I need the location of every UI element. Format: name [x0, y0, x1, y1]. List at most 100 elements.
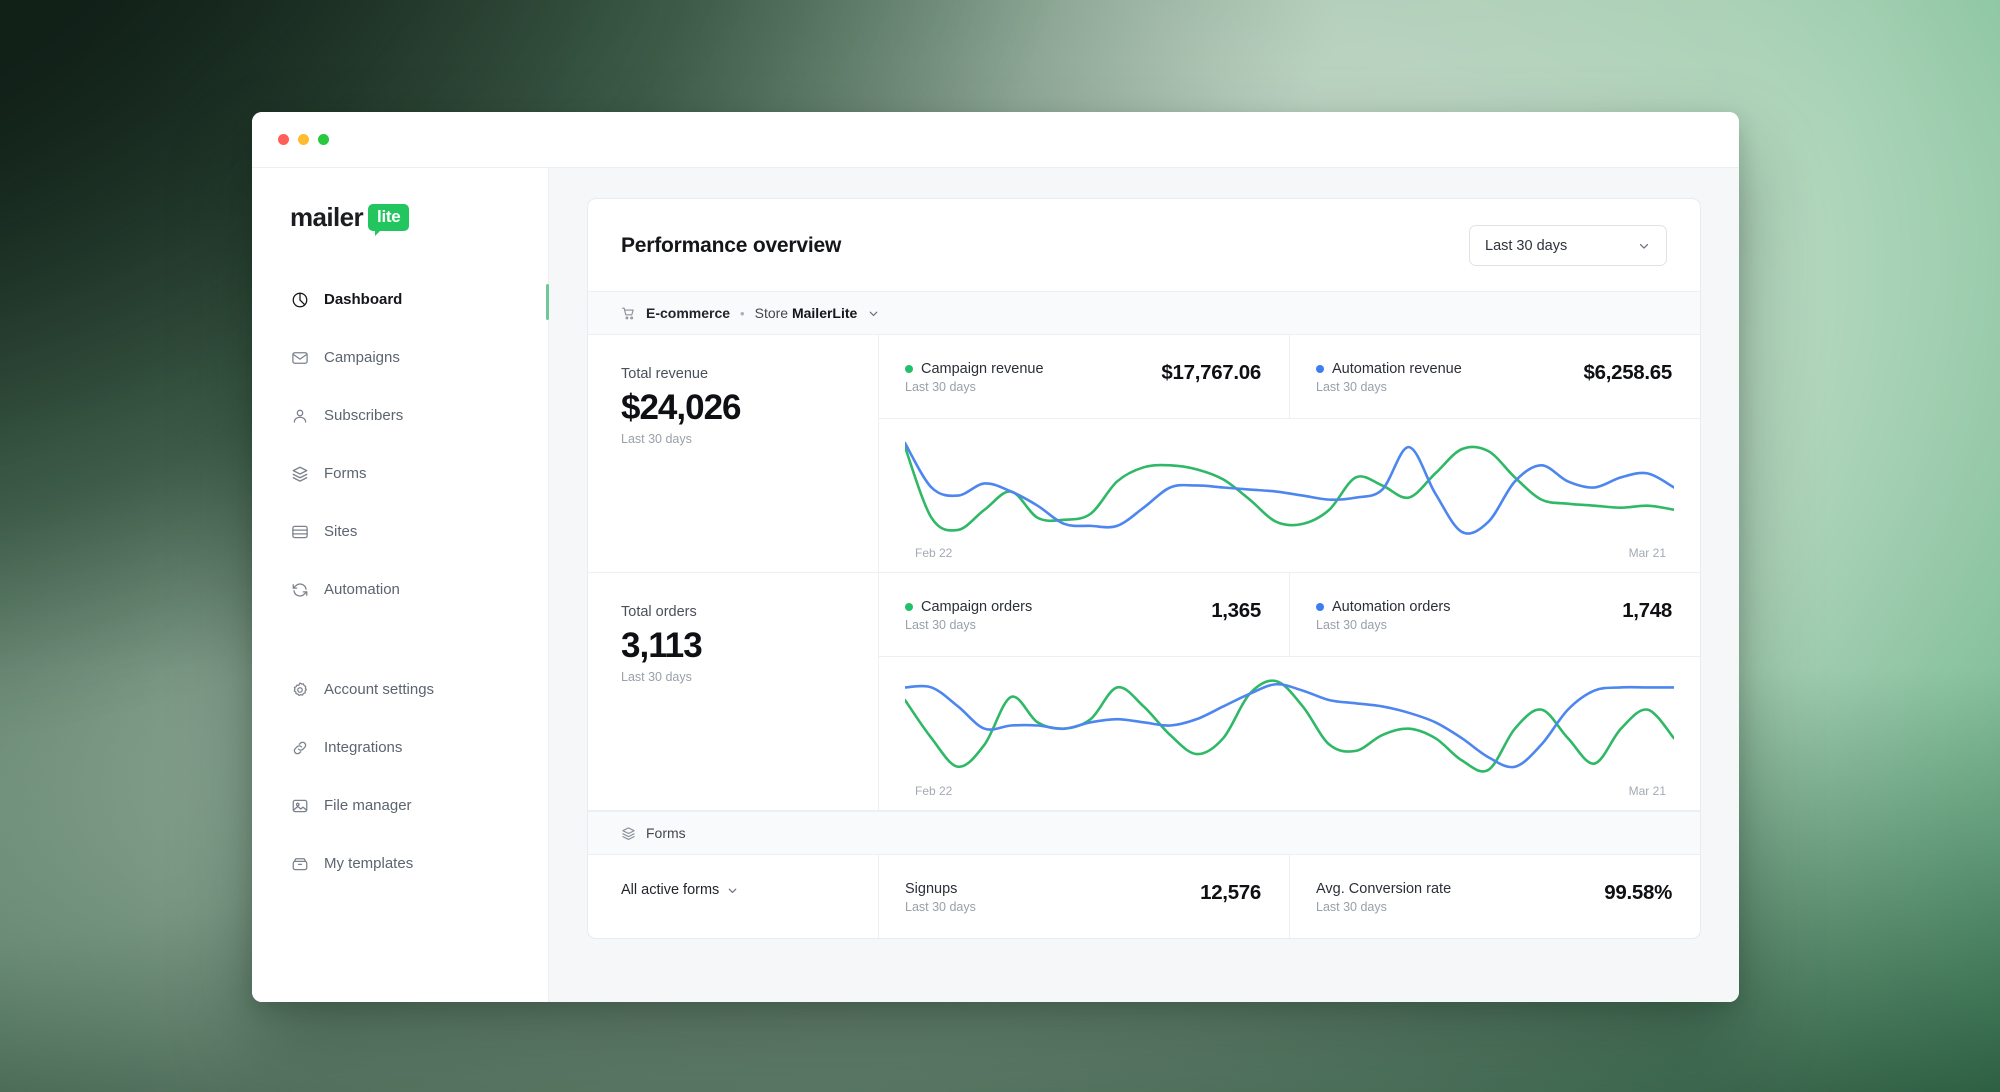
revenue-row: Total revenue $24,026 Last 30 days Campa…	[588, 335, 1700, 573]
cart-icon	[621, 306, 636, 321]
revenue-chart-axis: Feb 22 Mar 21	[905, 540, 1674, 560]
image-icon	[290, 796, 309, 815]
sidebar-item-label: Subscribers	[324, 407, 404, 424]
automation-revenue-sub: Last 30 days	[1316, 380, 1387, 394]
revenue-chart: Feb 22 Mar 21	[879, 419, 1700, 572]
sidebar-item-label: Account settings	[324, 681, 435, 698]
chart-series-line	[905, 684, 1674, 767]
conversion-rate-kpi: Avg. Conversion rate Last 30 days 99.58%	[1289, 855, 1700, 938]
total-orders-block: Total orders 3,113 Last 30 days	[588, 573, 879, 810]
sidebar-item-forms[interactable]: Forms	[252, 457, 548, 490]
app-window: mailer lite Dashboard Campaigns	[252, 112, 1739, 1002]
store-selector[interactable]: Store MailerLite	[755, 305, 858, 321]
total-revenue-sub: Last 30 days	[621, 432, 692, 447]
sidebar-item-file-manager[interactable]: File manager	[252, 789, 548, 822]
browser-icon	[290, 522, 309, 541]
chart-series-line	[905, 681, 1674, 772]
automation-revenue-value: $6,258.65	[1583, 361, 1673, 384]
orders-chart-svg	[905, 673, 1674, 778]
ecommerce-label: E-commerce	[646, 305, 731, 321]
sidebar-item-label: Forms	[324, 465, 367, 482]
forms-kpis: Signups Last 30 days 12,576 Avg. Convers…	[879, 855, 1700, 938]
automation-revenue-swatch	[1316, 365, 1324, 373]
campaign-orders-sub: Last 30 days	[905, 618, 976, 632]
app-logo[interactable]: mailer lite	[252, 202, 548, 236]
sidebar: mailer lite Dashboard Campaigns	[252, 167, 549, 1002]
card-header: Performance overview Last 30 days	[588, 199, 1700, 291]
automation-orders-sub: Last 30 days	[1316, 618, 1387, 632]
automation-orders-label: Automation orders	[1332, 599, 1451, 615]
sidebar-item-label: My templates	[324, 855, 414, 872]
sidebar-item-my-templates[interactable]: My templates	[252, 847, 548, 880]
page-title: Performance overview	[621, 233, 842, 257]
campaign-revenue-kpi: Campaign revenue Last 30 days $17,767.06	[879, 335, 1289, 418]
sidebar-item-label: File manager	[324, 797, 412, 814]
close-button[interactable]	[278, 134, 289, 145]
sidebar-item-label: Automation	[324, 581, 400, 598]
logo-badge: lite	[368, 204, 410, 236]
automation-revenue-label: Automation revenue	[1332, 361, 1462, 377]
signups-sub: Last 30 days	[905, 900, 976, 914]
chevron-down-icon[interactable]	[867, 307, 880, 320]
total-revenue-block: Total revenue $24,026 Last 30 days	[588, 335, 879, 572]
orders-row: Total orders 3,113 Last 30 days Campaign…	[588, 573, 1700, 811]
sidebar-item-automation[interactable]: Automation	[252, 573, 548, 606]
window-body: mailer lite Dashboard Campaigns	[252, 167, 1739, 1002]
chart-series-line	[905, 443, 1674, 533]
campaign-orders-label: Campaign orders	[921, 599, 1033, 615]
envelope-icon	[290, 348, 309, 367]
layers-icon	[290, 464, 309, 483]
store-prefix: Store	[754, 305, 789, 321]
campaign-orders-value: 1,365	[1211, 599, 1261, 622]
automation-orders-kpi: Automation orders Last 30 days 1,748	[1289, 573, 1700, 656]
refresh-icon	[290, 580, 309, 599]
sidebar-item-sites[interactable]: Sites	[252, 515, 548, 548]
signups-kpi: Signups Last 30 days 12,576	[879, 855, 1289, 938]
sidebar-active-indicator	[546, 284, 549, 320]
axis-tick-end: Mar 21	[1628, 546, 1666, 560]
sidebar-secondary-nav: Account settings Integrations File manag…	[252, 673, 548, 905]
forms-section-label: Forms	[646, 825, 686, 841]
sidebar-item-dashboard[interactable]: Dashboard	[252, 283, 548, 316]
ecommerce-section-bar: E-commerce • Store MailerLite	[588, 291, 1700, 335]
chevron-down-icon	[726, 884, 739, 897]
date-range-select[interactable]: Last 30 days	[1469, 225, 1667, 266]
campaign-revenue-sub: Last 30 days	[905, 380, 976, 394]
campaign-revenue-swatch	[905, 365, 913, 373]
minimize-button[interactable]	[298, 134, 309, 145]
campaign-revenue-label: Campaign revenue	[921, 361, 1044, 377]
zoom-button[interactable]	[318, 134, 329, 145]
gear-icon	[290, 680, 309, 699]
date-range-value: Last 30 days	[1485, 237, 1568, 254]
axis-tick-start: Feb 22	[915, 784, 953, 798]
separator-dot: •	[740, 305, 745, 321]
revenue-chart-svg	[905, 435, 1674, 540]
total-orders-sub: Last 30 days	[621, 670, 692, 685]
sidebar-item-subscribers[interactable]: Subscribers	[252, 399, 548, 432]
active-forms-dropdown[interactable]: All active forms	[621, 882, 845, 898]
archive-icon	[290, 854, 309, 873]
window-controls	[278, 134, 329, 145]
sidebar-item-label: Sites	[324, 523, 358, 540]
sidebar-item-label: Dashboard	[324, 291, 403, 308]
sidebar-item-integrations[interactable]: Integrations	[252, 731, 548, 764]
automation-orders-value: 1,748	[1622, 599, 1672, 622]
performance-overview-card: Performance overview Last 30 days E-comm…	[587, 198, 1701, 939]
forms-section-bar: Forms	[588, 811, 1700, 855]
sidebar-divider	[252, 631, 548, 673]
conversion-rate-sub: Last 30 days	[1316, 900, 1387, 914]
chevron-down-icon	[1637, 239, 1651, 253]
revenue-details: Campaign revenue Last 30 days $17,767.06	[879, 335, 1700, 572]
sidebar-item-account-settings[interactable]: Account settings	[252, 673, 548, 706]
pie-chart-icon	[290, 290, 309, 309]
sidebar-item-campaigns[interactable]: Campaigns	[252, 341, 548, 374]
signups-label: Signups	[905, 881, 958, 897]
orders-chart-axis: Feb 22 Mar 21	[905, 778, 1674, 798]
forms-filter-block: All active forms	[588, 855, 879, 938]
axis-tick-end: Mar 21	[1628, 784, 1666, 798]
sidebar-item-label: Integrations	[324, 739, 403, 756]
campaign-orders-kpi: Campaign orders Last 30 days 1,365	[879, 573, 1289, 656]
conversion-rate-label: Avg. Conversion rate	[1316, 881, 1452, 897]
total-orders-label: Total orders	[621, 604, 697, 620]
signups-value: 12,576	[1200, 881, 1261, 904]
